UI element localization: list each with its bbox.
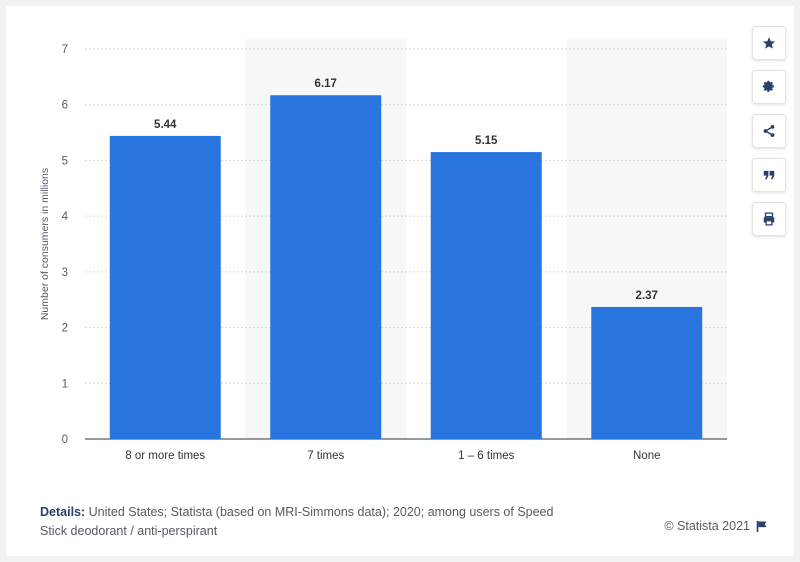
settings-button[interactable] [752,70,786,104]
cite-button[interactable] [752,158,786,192]
credits[interactable]: © Statista 2021 [664,519,768,533]
data-label: 6.17 [315,78,337,90]
bar-chart: 0 1 2 3 4 5 6 7 Number of consumers in millions 5… [39,39,727,462]
bar [109,135,221,439]
bar [430,152,542,440]
favorite-button[interactable] [752,26,786,60]
details-note: Details: United States; Statista (based … [40,503,560,541]
details-text: United States; Statista (based on MRI-Si… [40,505,554,538]
chart-toolbar [752,26,786,246]
bar [270,95,382,439]
y-tick-label: 5 [62,155,68,167]
data-label: 5.15 [475,135,498,147]
y-tick-label: 6 [62,100,68,112]
y-tick-label: 2 [62,323,68,335]
print-icon [763,212,775,226]
x-tick-label: None [633,450,661,462]
y-tick-label: 1 [62,378,68,390]
gear-icon [762,80,774,92]
quote-icon [763,170,775,180]
y-tick-label: 4 [62,211,69,223]
x-tick-label: 1 – 6 times [458,450,514,462]
chart-card: 0 1 2 3 4 5 6 7 Number of consumers in millions 5… [6,6,794,556]
data-label: 5.44 [154,119,177,131]
x-tick-label: 7 times [307,450,344,462]
share-icon [763,125,775,137]
print-button[interactable] [752,202,786,236]
bar [591,306,703,439]
y-tick-label: 0 [62,434,68,446]
y-tick-label: 3 [62,267,68,279]
y-tick-label: 7 [62,44,68,56]
star-icon [762,37,776,49]
data-label: 2.37 [636,290,658,302]
share-button[interactable] [752,114,786,148]
details-label: Details: [40,505,86,519]
flag-icon[interactable] [756,520,768,532]
y-axis-label: Number of consumers in millions [39,168,51,320]
statista-credit[interactable]: © Statista 2021 [664,519,750,533]
x-tick-label: 8 or more times [125,450,205,462]
